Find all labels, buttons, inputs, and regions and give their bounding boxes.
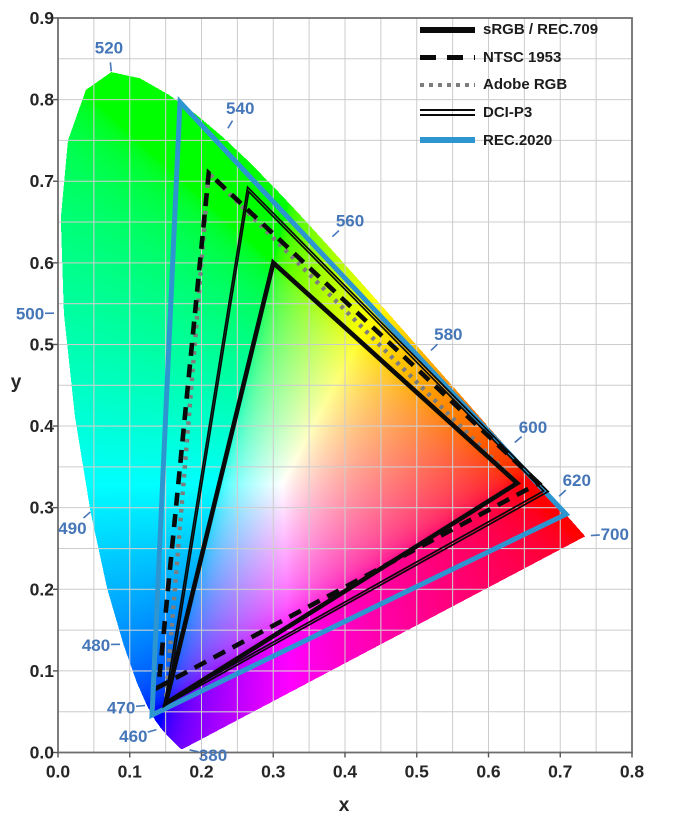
wavelength-label-540: 540 bbox=[226, 99, 254, 118]
wavelength-label-470: 470 bbox=[107, 699, 135, 718]
legend: sRGB / REC.709 NTSC 1953 Adobe RGB DCI-P3 RE… bbox=[420, 16, 598, 154]
x-tick-label: 0.0 bbox=[46, 762, 71, 782]
wavelength-tick bbox=[109, 62, 113, 72]
wavelength-tick bbox=[514, 436, 523, 444]
wavelength-label-480: 480 bbox=[82, 636, 110, 655]
wavelength-labels-layer: 380 460 470 480 490 500 520 540 560 580 600 620 700 bbox=[16, 38, 629, 765]
legend-label: DCI-P3 bbox=[483, 104, 533, 122]
y-tick-label: 0.6 bbox=[30, 253, 55, 273]
wavelength-label-460: 460 bbox=[119, 727, 147, 746]
wavelength-tick bbox=[430, 343, 439, 351]
wavelength-tick bbox=[590, 534, 600, 537]
x-tick-label: 0.7 bbox=[548, 762, 572, 782]
wavelength-label-500: 500 bbox=[16, 304, 44, 323]
x-axis-title: x bbox=[339, 795, 350, 816]
legend-label: Adobe RGB bbox=[483, 76, 568, 94]
gamut-triangles-layer bbox=[149, 96, 571, 720]
x-tick-label: 0.5 bbox=[405, 762, 430, 782]
wavelength-label-700: 700 bbox=[601, 525, 629, 544]
y-tick-label: 0.2 bbox=[30, 579, 55, 599]
legend-item: NTSC 1953 bbox=[420, 44, 598, 72]
wavelength-label-600: 600 bbox=[519, 418, 547, 437]
gamut-triangle-srgb-rec-709 bbox=[162, 258, 521, 709]
wavelength-label-490: 490 bbox=[58, 519, 86, 538]
wavelength-tick bbox=[147, 728, 157, 733]
gamut-triangle-dci-p3 bbox=[163, 185, 550, 708]
y-tick-label: 0.8 bbox=[30, 90, 55, 110]
x-tick-label: 0.4 bbox=[333, 762, 358, 782]
legend-swatch-solid bbox=[420, 137, 475, 143]
y-tick-label: 0.0 bbox=[30, 743, 55, 763]
wavelength-label-560: 560 bbox=[336, 211, 364, 230]
y-tick-label: 0.4 bbox=[30, 416, 55, 436]
wavelength-label-520: 520 bbox=[95, 38, 123, 57]
legend-label: REC.2020 bbox=[483, 131, 553, 149]
wavelength-label-620: 620 bbox=[563, 471, 591, 490]
x-tick-label: 0.1 bbox=[118, 762, 143, 782]
wavelength-tick bbox=[82, 511, 91, 519]
legend-item: sRGB / REC.709 bbox=[420, 16, 598, 44]
grid-layer bbox=[58, 18, 632, 753]
axis-tick-layer bbox=[53, 17, 633, 758]
wavelength-tick bbox=[189, 749, 199, 753]
x-tick-label: 0.3 bbox=[261, 762, 286, 782]
wavelength-tick bbox=[227, 120, 234, 129]
legend-swatch-dashed bbox=[420, 54, 475, 60]
y-tick-label: 0.1 bbox=[30, 661, 55, 681]
wavelength-label-580: 580 bbox=[434, 325, 462, 344]
legend-item: Adobe RGB bbox=[420, 71, 598, 99]
legend-label: sRGB / REC.709 bbox=[483, 21, 599, 39]
axis-label-layer: 0.0 0.1 0.2 0.3 0.4 0.5 0.6 0.7 0.8 0.0 0.1 0.2 0.3 0… bbox=[30, 8, 645, 782]
wavelength-label-380: 380 bbox=[199, 746, 227, 765]
x-tick-label: 0.2 bbox=[189, 762, 214, 782]
gamut-triangle-dci-p3 bbox=[165, 189, 545, 704]
wavelength-tick bbox=[136, 704, 146, 708]
x-tick-label: 0.8 bbox=[620, 762, 645, 782]
y-tick-label: 0.3 bbox=[30, 498, 55, 518]
gamut-triangle-ntsc-1953 bbox=[155, 168, 543, 692]
y-tick-label: 0.5 bbox=[30, 334, 55, 354]
y-tick-label: 0.9 bbox=[30, 8, 55, 28]
legend-swatch-solid bbox=[420, 27, 475, 33]
wavelength-tick bbox=[558, 489, 567, 497]
wavelength-tick bbox=[331, 229, 340, 238]
legend-item: REC.2020 bbox=[420, 126, 598, 154]
legend-label: NTSC 1953 bbox=[483, 48, 562, 66]
legend-item: DCI-P3 bbox=[420, 99, 598, 127]
gamut-triangle-rec-2020 bbox=[149, 96, 571, 720]
y-axis-title: y bbox=[11, 372, 22, 393]
x-tick-label: 0.6 bbox=[476, 762, 501, 782]
legend-swatch-double bbox=[420, 109, 475, 117]
legend-swatch-dotted bbox=[420, 82, 475, 88]
y-tick-label: 0.7 bbox=[30, 171, 54, 191]
